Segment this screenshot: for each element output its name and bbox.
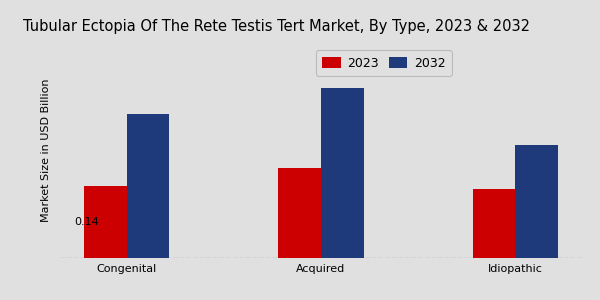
Bar (278, 168, 321, 258)
Bar (84, 186, 127, 258)
Bar (127, 114, 169, 258)
Text: Tubular Ectopia Of The Rete Testis Tert Market, By Type, 2023 & 2032: Tubular Ectopia Of The Rete Testis Tert … (23, 19, 530, 34)
Y-axis label: Market Size in USD Billion: Market Size in USD Billion (41, 78, 51, 222)
Bar (515, 145, 558, 258)
Legend: 2023, 2032: 2023, 2032 (316, 50, 452, 76)
Bar (473, 189, 515, 258)
Bar (321, 88, 364, 258)
Text: 0.14: 0.14 (74, 217, 100, 227)
